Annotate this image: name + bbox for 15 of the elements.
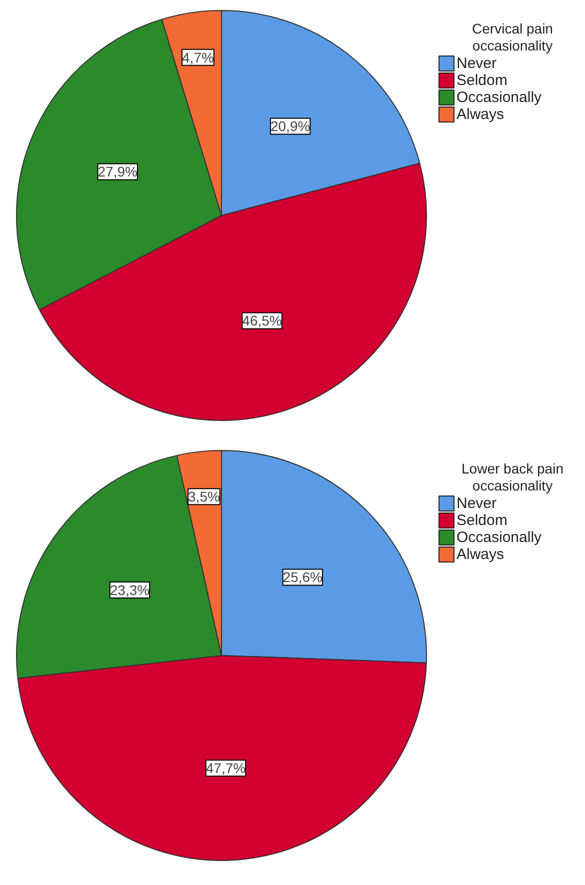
data-label: 46,5%: [242, 312, 282, 329]
legend-label: Never: [456, 55, 497, 72]
legend-label: Seldom: [456, 512, 508, 529]
data-label: 27,9%: [98, 164, 138, 180]
legend-label: Occasionally: [456, 529, 542, 546]
data-label: 3,5%: [188, 488, 220, 505]
legend-title: Cervical pain occasionality: [472, 20, 553, 54]
legend-label: Always: [456, 106, 504, 123]
data-label: 25,6%: [282, 569, 323, 586]
legend-label: Occasionally: [456, 89, 542, 106]
legend-title: Lower back pain occasionality: [462, 460, 564, 494]
legend-label: Never: [456, 495, 497, 512]
legend-label: Always: [456, 546, 504, 563]
legend-label: Seldom: [456, 72, 508, 89]
data-label: 23,3%: [110, 582, 150, 598]
